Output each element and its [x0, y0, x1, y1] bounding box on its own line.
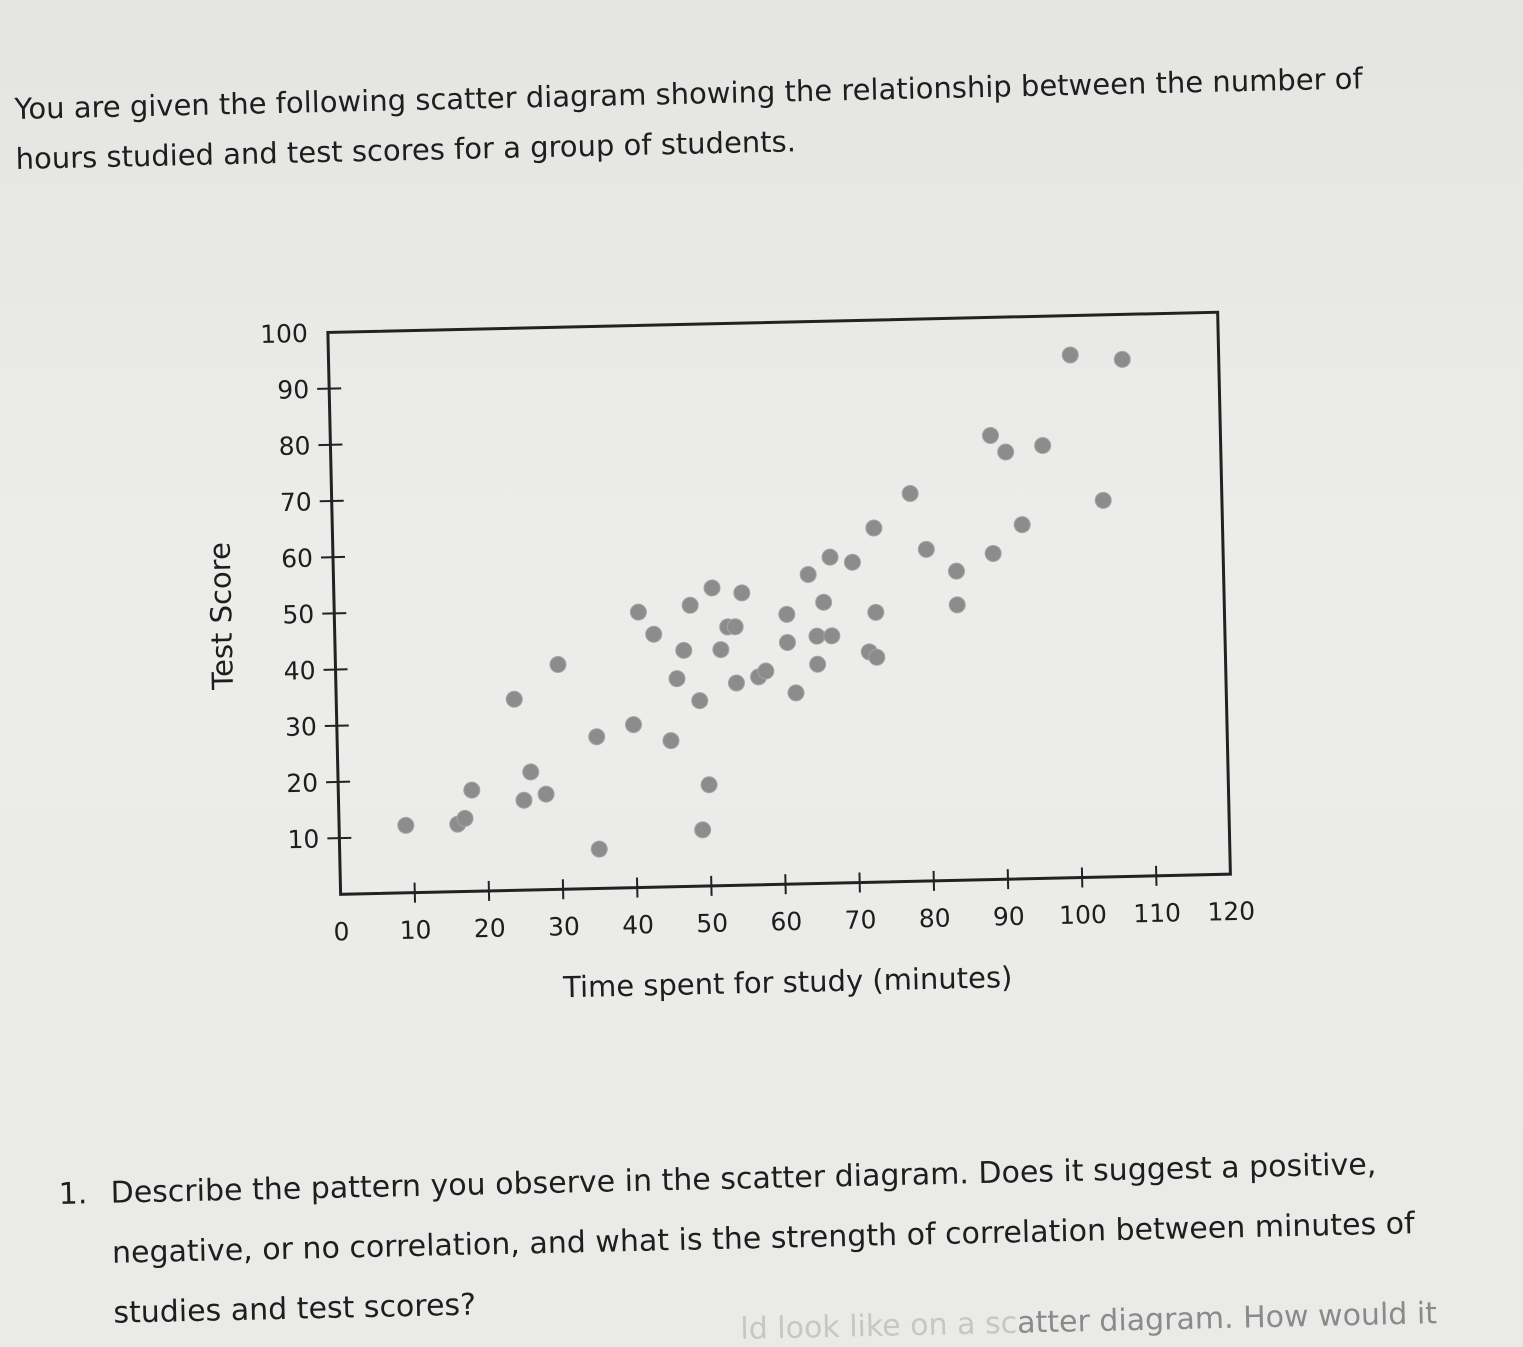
scatter-chart-svg: 0 10 20 30 40 50 60 70 80 90 100 110 120 10 20 30 40 50 6…	[172, 281, 1298, 1026]
data-point	[815, 594, 831, 610]
data-point	[1034, 437, 1050, 453]
data-point	[758, 663, 774, 679]
data-point	[692, 692, 708, 708]
y-tick-mark	[324, 669, 348, 670]
data-point	[949, 597, 965, 613]
data-point	[704, 580, 720, 596]
scatter-chart: 0 10 20 30 40 50 60 70 80 90 100 110 120 10 20 30 40 50 6…	[172, 281, 1298, 1026]
data-point	[646, 626, 662, 642]
data-point	[998, 444, 1014, 460]
data-point	[800, 566, 816, 582]
data-point	[589, 729, 605, 745]
data-point	[464, 782, 480, 798]
data-point	[809, 656, 825, 672]
data-point	[701, 777, 717, 793]
data-point	[694, 822, 710, 838]
data-point	[824, 628, 840, 644]
y-tick-label: 30	[285, 712, 317, 742]
data-point	[630, 604, 646, 620]
data-point	[550, 656, 566, 672]
x-tick-label: 10	[399, 915, 431, 945]
x-tick-label: 0	[333, 917, 350, 946]
data-point	[663, 732, 679, 748]
data-point	[669, 670, 685, 686]
y-tick-mark	[327, 838, 351, 839]
x-axis-label: Time spent for study (minutes)	[562, 960, 1013, 1004]
data-point	[822, 549, 838, 565]
data-point	[523, 764, 539, 780]
x-tick-label: 50	[696, 909, 728, 939]
data-point	[728, 675, 744, 691]
data-point	[985, 545, 1001, 561]
y-tick-label: 40	[283, 656, 315, 686]
data-point	[779, 606, 795, 622]
y-tick-label: 70	[280, 487, 312, 517]
x-tick-label: 30	[548, 912, 580, 942]
data-point	[868, 604, 884, 620]
y-tick-label: 50	[282, 600, 314, 630]
y-tick-mark	[325, 725, 349, 726]
y-tick-label: 100	[260, 319, 308, 349]
data-point	[457, 810, 473, 826]
data-point	[779, 634, 795, 650]
data-point	[734, 585, 750, 601]
y-tick-label: 20	[286, 768, 318, 798]
data-point	[809, 628, 825, 644]
data-point	[948, 563, 964, 579]
data-point	[788, 685, 804, 701]
y-tick-label: 60	[281, 544, 313, 574]
data-points	[387, 346, 1141, 862]
data-point	[516, 792, 532, 808]
intro-paragraph: You are given the following scatter diag…	[14, 52, 1436, 184]
data-point	[591, 841, 607, 857]
data-point	[869, 649, 885, 665]
data-point	[866, 520, 882, 536]
y-tick-label: 10	[287, 825, 319, 855]
x-tick-label: 120	[1207, 897, 1255, 927]
y-tick-mark	[321, 557, 345, 558]
y-tick-mark	[318, 445, 342, 446]
data-point	[1014, 517, 1030, 533]
y-tick-mark	[320, 501, 344, 502]
y-tick-mark	[317, 388, 341, 389]
data-point	[727, 619, 743, 635]
y-tick-mark	[326, 782, 350, 783]
plot-frame	[328, 312, 1231, 894]
x-tick-label: 90	[993, 902, 1025, 932]
y-tick-label: 80	[278, 431, 310, 461]
data-point	[1062, 347, 1078, 363]
data-point	[902, 485, 918, 501]
data-point	[1114, 351, 1130, 367]
data-point	[625, 716, 641, 732]
x-tick-label: 110	[1133, 898, 1181, 928]
data-point	[844, 554, 860, 570]
x-tick-label: 70	[844, 905, 876, 935]
x-tick-label: 40	[622, 910, 654, 940]
data-point	[682, 597, 698, 613]
data-point	[713, 641, 729, 657]
x-tick-label: 80	[918, 903, 950, 933]
y-tick-mark	[322, 613, 346, 614]
data-point	[1095, 492, 1111, 508]
data-point	[398, 817, 414, 833]
x-tick-label: 20	[474, 914, 506, 944]
cutoff-faint-text: ld look like on a sc	[740, 1306, 1018, 1347]
data-point	[982, 427, 998, 443]
y-axis-label: Test Score	[203, 542, 240, 691]
y-tick-label: 90	[277, 375, 309, 405]
data-point	[538, 786, 554, 802]
data-point	[676, 642, 692, 658]
x-tick-label: 100	[1059, 900, 1107, 930]
question-number: 1.	[58, 1164, 88, 1225]
x-tick-label: 60	[770, 907, 802, 937]
data-point	[506, 691, 522, 707]
data-point	[918, 541, 934, 557]
